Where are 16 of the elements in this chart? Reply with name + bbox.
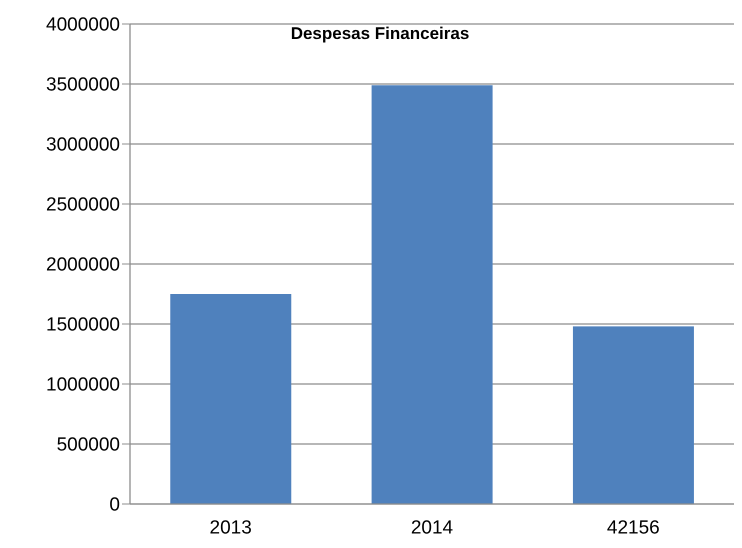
- y-tick-label: 0: [109, 494, 120, 516]
- y-tick-label: 2000000: [46, 254, 120, 276]
- y-tick-label: 4000000: [46, 14, 120, 36]
- x-tick-label: 42156: [606, 517, 660, 538]
- bar: [170, 294, 292, 504]
- bar: [572, 326, 694, 504]
- y-tick-label: 500000: [56, 434, 120, 456]
- x-tick-label: 2014: [410, 517, 454, 538]
- y-tick-label: 1000000: [46, 374, 120, 396]
- x-tick-label: 2013: [210, 517, 252, 538]
- chart-title: Despesas Financeiras: [290, 24, 470, 44]
- y-tick-label: 1500000: [46, 314, 120, 336]
- y-tick-label: 2500000: [46, 194, 120, 216]
- bar: [372, 85, 493, 504]
- y-tick-label: 3500000: [46, 74, 120, 96]
- y-tick-label: 3000000: [46, 134, 120, 156]
